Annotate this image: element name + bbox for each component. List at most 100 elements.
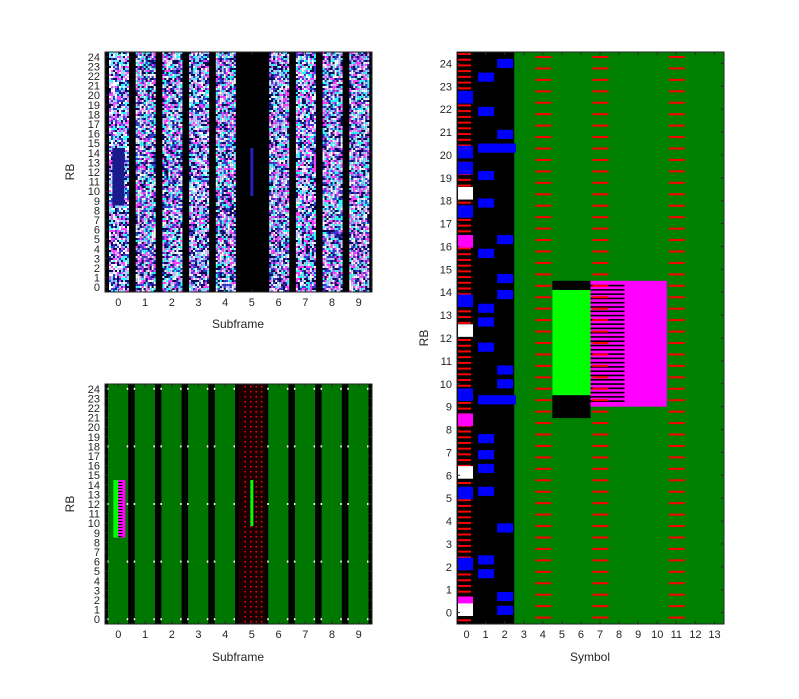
noise-cell [164, 160, 167, 162]
noise-cell [145, 280, 148, 282]
noise-cell [117, 220, 119, 222]
noise-cell [172, 272, 175, 274]
noise-cell [195, 192, 198, 194]
noise-cell [205, 216, 208, 218]
noise-cell [149, 94, 152, 96]
noise-cell [143, 142, 146, 144]
noise-cell [207, 248, 210, 250]
noise-cell [207, 70, 210, 72]
noise-cell [178, 214, 181, 216]
noise-cell [115, 216, 117, 218]
noise-cell [137, 278, 140, 280]
noise-cell [201, 152, 204, 154]
noise-cell [170, 264, 173, 266]
noise-cell [145, 232, 148, 234]
noise-cell [111, 58, 113, 60]
noise-cell [215, 242, 218, 244]
noise-cell [149, 54, 152, 56]
noise-cell [139, 150, 142, 152]
noise-cell [123, 288, 125, 290]
noise-cell [121, 96, 123, 98]
noise-cell [191, 178, 194, 180]
noise-cell [176, 266, 179, 268]
noise-cell [189, 100, 192, 102]
noise-cell [115, 54, 117, 56]
noise-cell [197, 230, 200, 232]
noise-cell [149, 218, 152, 220]
noise-cell [123, 82, 125, 84]
noise-cell [178, 262, 181, 264]
noise-cell [127, 102, 129, 104]
noise-cell [153, 78, 156, 80]
noise-cell [197, 96, 200, 98]
noise-cell [215, 278, 218, 280]
noise-cell [123, 68, 125, 70]
noise-cell [172, 196, 175, 198]
noise-cell [205, 62, 208, 64]
noise-cell [143, 210, 146, 212]
noise-cell [197, 166, 200, 168]
noise-cell [174, 162, 177, 164]
noise-cell [217, 134, 220, 136]
noise-cell [193, 248, 196, 250]
noise-cell [145, 186, 148, 188]
noise-cell [125, 242, 127, 244]
noise-cell [168, 266, 171, 268]
noise-cell [201, 266, 204, 268]
noise-cell [174, 134, 177, 136]
noise-cell [168, 268, 171, 270]
noise-cell [215, 116, 218, 118]
noise-cell [139, 56, 142, 58]
noise-cell [121, 106, 123, 108]
noise-cell [168, 200, 171, 202]
noise-cell [195, 92, 198, 94]
noise-cell [149, 192, 152, 194]
noise-cell [191, 240, 194, 242]
noise-cell [164, 268, 167, 270]
noise-cell [149, 112, 152, 114]
noise-cell [203, 220, 206, 222]
noise-cell [145, 150, 148, 152]
noise-cell [166, 166, 169, 168]
noise-cell [123, 120, 125, 122]
noise-cell [127, 288, 129, 290]
noise-cell [147, 58, 150, 60]
noise-cell [189, 84, 192, 86]
noise-cell [123, 126, 125, 128]
noise-cell [125, 248, 127, 250]
noise-cell [164, 238, 167, 240]
noise-cell [143, 108, 146, 110]
noise-cell [162, 286, 165, 288]
noise-cell [201, 288, 204, 290]
noise-cell [168, 148, 171, 150]
noise-cell [109, 172, 111, 174]
noise-cell [164, 282, 167, 284]
noise-cell [201, 244, 204, 246]
noise-cell [174, 202, 177, 204]
noise-cell [168, 256, 171, 258]
noise-cell [215, 196, 218, 198]
noise-cell [153, 166, 156, 168]
noise-cell [176, 122, 179, 124]
noise-cell [193, 256, 196, 258]
noise-cell [162, 276, 165, 278]
noise-cell [176, 264, 179, 266]
noise-cell [170, 224, 173, 226]
noise-cell [137, 284, 140, 286]
noise-cell [164, 166, 167, 168]
noise-cell [111, 124, 113, 126]
noise-cell [123, 238, 125, 240]
noise-cell [117, 86, 119, 88]
noise-cell [135, 128, 138, 130]
noise-cell [127, 266, 129, 268]
noise-cell [207, 280, 210, 282]
noise-cell [145, 104, 148, 106]
noise-cell [135, 152, 138, 154]
noise-cell [147, 256, 150, 258]
noise-cell [162, 110, 165, 112]
noise-cell [139, 130, 142, 132]
noise-cell [145, 94, 148, 96]
noise-cell [168, 270, 171, 272]
noise-cell [139, 52, 142, 54]
noise-cell [125, 138, 127, 140]
